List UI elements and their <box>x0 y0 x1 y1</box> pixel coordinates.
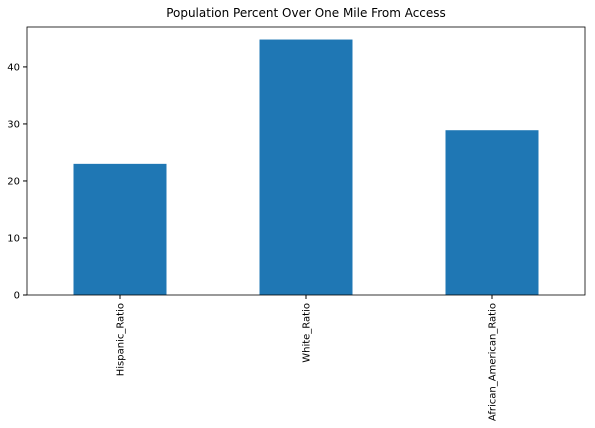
plot-area: 0 10 20 30 40 Hispanic_Ratio White_Ratio Africa… <box>7 26 586 421</box>
y-tick-label: 40 <box>7 62 20 73</box>
y-tick-label: 30 <box>7 119 20 130</box>
bar-african-american-ratio <box>445 130 539 295</box>
x-tick-label: Hispanic_Ratio <box>116 303 127 376</box>
chart-title: Population Percent Over One Mile From Ac… <box>166 6 446 20</box>
bar-white-ratio <box>259 39 353 295</box>
x-tick-label: African_American_Ratio <box>488 303 499 421</box>
bar-hispanic-ratio <box>73 163 167 295</box>
x-tick-label: White_Ratio <box>302 303 313 363</box>
y-tick-label: 10 <box>7 233 20 244</box>
y-tick-label: 0 <box>14 291 20 302</box>
axes-frame <box>26 26 586 296</box>
y-tick-label: 20 <box>7 176 20 187</box>
